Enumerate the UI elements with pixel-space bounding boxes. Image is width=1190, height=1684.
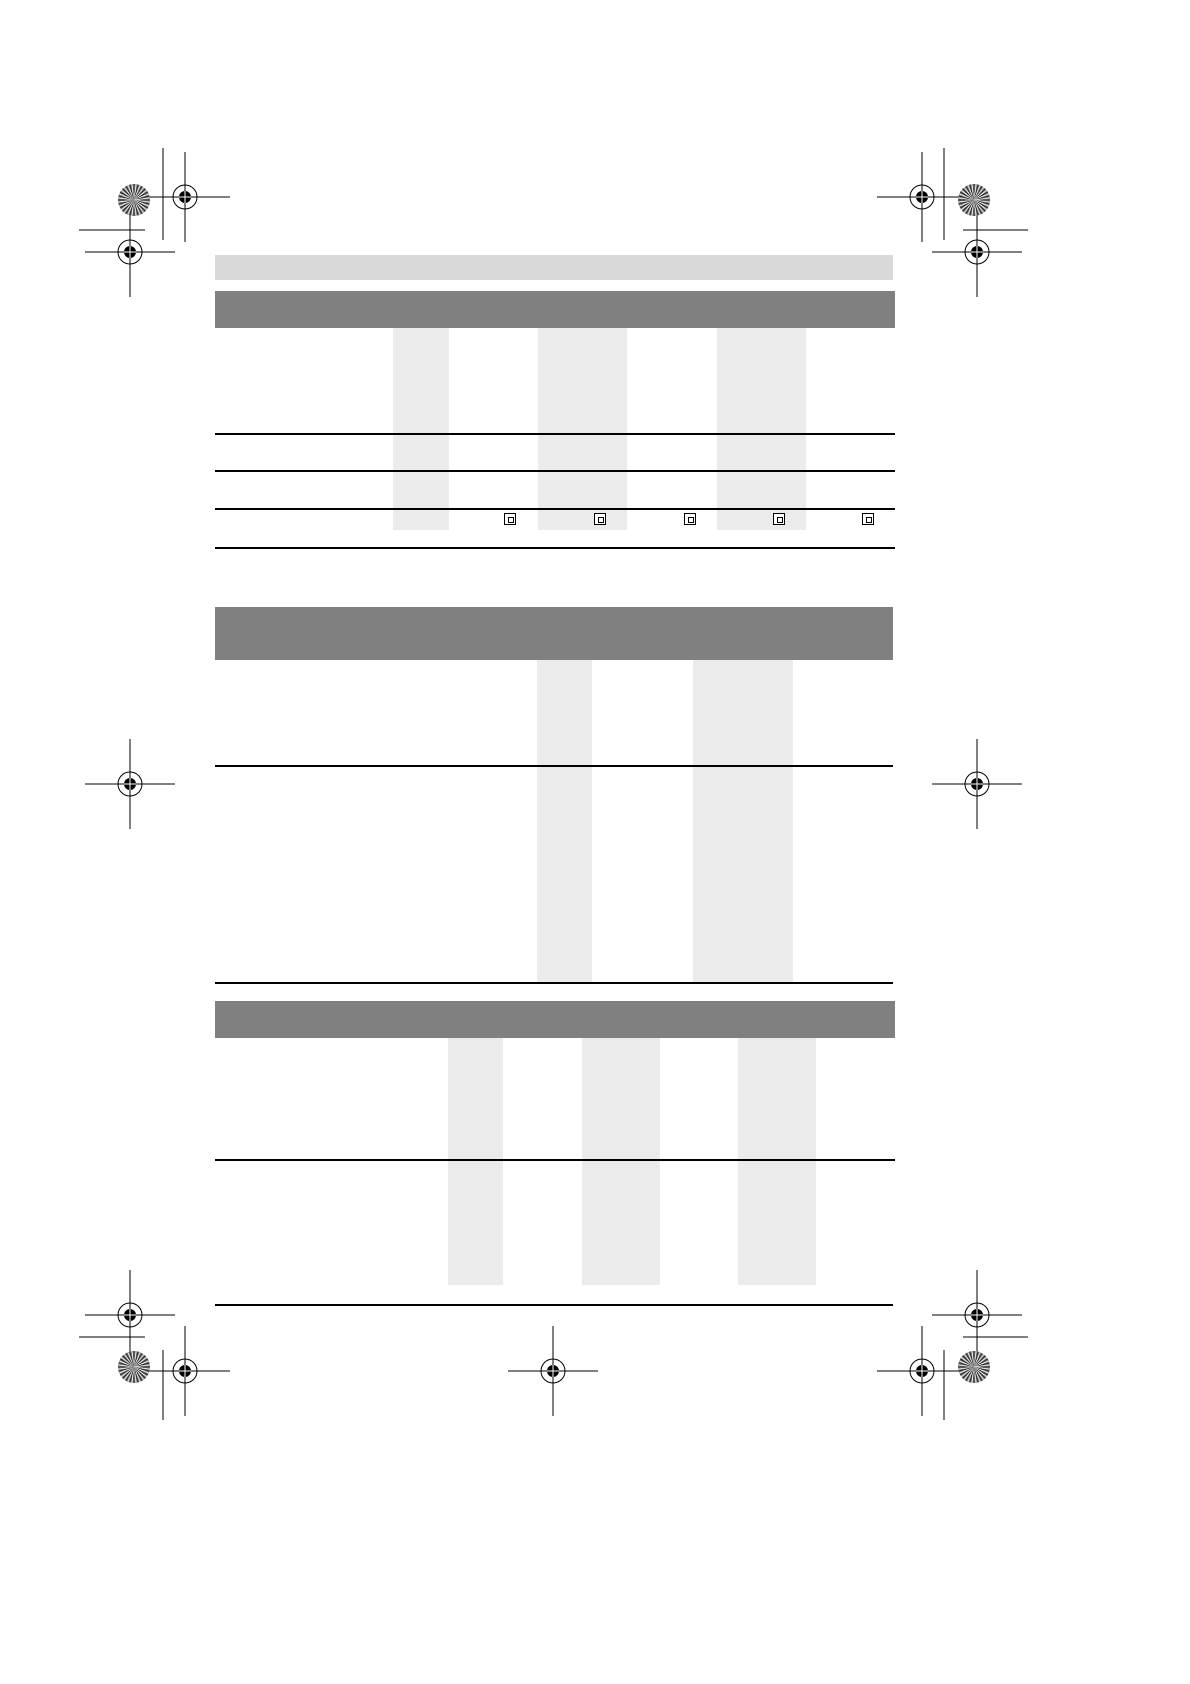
registration-crosshair-icon — [508, 1326, 598, 1416]
registration-crosshair-icon — [877, 152, 967, 242]
table-2-header — [215, 607, 893, 660]
registration-crosshair-icon — [932, 739, 1022, 829]
double-insulation-icon — [504, 513, 516, 525]
starburst-target-icon — [958, 1351, 990, 1383]
table-3-shaded-column — [582, 1038, 660, 1285]
registration-crosshair-icon — [877, 1326, 967, 1416]
page-header-bar — [215, 255, 893, 280]
table-2-shaded-column — [693, 660, 793, 982]
table-row-divider — [215, 982, 893, 984]
table-3-header — [215, 1001, 895, 1038]
starburst-target-icon — [118, 184, 150, 216]
registration-crosshair-icon — [140, 1326, 230, 1416]
table-row-divider — [215, 1304, 893, 1306]
table-3-shaded-column — [448, 1038, 503, 1285]
registration-crosshair-icon — [932, 1270, 1022, 1360]
table-row-divider — [215, 1159, 895, 1161]
table-1-shaded-column — [717, 328, 806, 530]
registration-crosshair-icon — [85, 1270, 175, 1360]
table-1-shaded-column — [393, 328, 449, 530]
starburst-target-icon — [118, 1351, 150, 1383]
table-row-divider — [215, 765, 893, 767]
table-row-divider — [215, 547, 895, 549]
table-3-shaded-column — [738, 1038, 816, 1285]
registration-crosshair-icon — [932, 207, 1022, 297]
registration-crosshair-icon — [140, 152, 230, 242]
registration-crosshair-icon — [85, 207, 175, 297]
table-1-header — [215, 291, 895, 328]
registration-crosshair-icon — [85, 739, 175, 829]
table-row-divider — [215, 470, 895, 472]
table-row-divider — [215, 508, 895, 510]
starburst-target-icon — [958, 184, 990, 216]
table-row-divider — [215, 433, 895, 435]
double-insulation-icon — [773, 513, 785, 525]
double-insulation-icon — [594, 513, 606, 525]
table-2-shaded-column — [537, 660, 592, 982]
double-insulation-icon — [862, 513, 874, 525]
double-insulation-icon — [684, 513, 696, 525]
table-1-shaded-column — [538, 328, 627, 530]
